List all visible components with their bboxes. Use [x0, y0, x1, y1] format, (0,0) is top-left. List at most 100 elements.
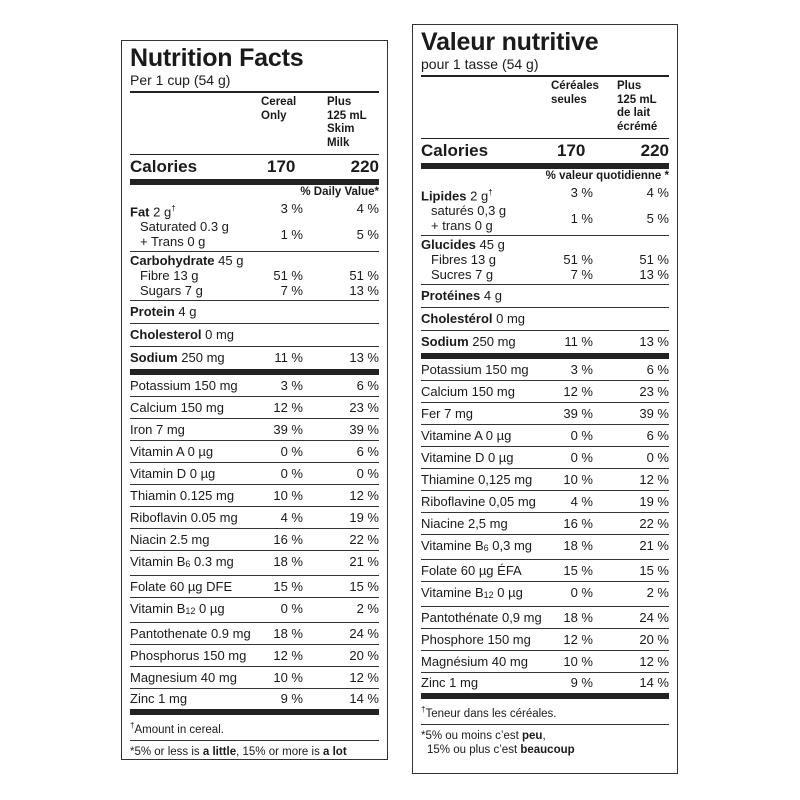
carbohydrate-section: Glucides 45 g Fibres 13 g 51 % 51 % Sucres…: [421, 236, 669, 286]
vitamins-minerals-list: Potassium 150 mg 3 % 6 % Calcium 150 mg 12 %…: [130, 375, 379, 716]
nutrient-label: Zinc 1 mg: [421, 675, 479, 691]
nutrient-label: Phosphore 150 mg: [421, 632, 531, 648]
footnote-amount: †Teneur dans les céréales.: [421, 699, 669, 726]
dv-cereal: 4 %: [280, 510, 303, 526]
dv-cereal: 10 %: [563, 654, 593, 670]
nutrient-label: Potassium 150 mg: [130, 378, 238, 394]
dv-with-milk: 19 %: [349, 510, 379, 526]
calories-row: Calories 170 220: [130, 155, 379, 185]
dv-cereal: 15 %: [563, 563, 593, 579]
cholesterol-row: Cholesterol 0 mg: [130, 324, 379, 348]
calories-row: Calories 170 220: [421, 139, 669, 169]
nutrient-label: Riboflavin 0.05 mg: [130, 510, 238, 526]
vitamin-mineral-row: Fer 7 mg 39 % 39 %: [421, 403, 669, 426]
vitamin-mineral-row: Pantothenate 0.9 mg 18 % 24 %: [130, 623, 379, 646]
dv-cereal: 12 %: [563, 384, 593, 400]
dv-with-milk: 12 %: [639, 654, 669, 670]
dv-cereal: 0 %: [280, 601, 303, 617]
nutrient-label: Niacine 2,5 mg: [421, 516, 508, 532]
fat-section: Fat 2 g† 3 % 4 % Saturated 0.3 g + Trans 0 …: [130, 200, 379, 253]
calories-with-milk: 220: [350, 157, 379, 176]
dv-cereal: 18 %: [563, 538, 593, 554]
dv-cereal: 18 %: [273, 626, 303, 642]
vitamin-mineral-row: Zinc 1 mg 9 % 14 %: [421, 673, 669, 700]
vitamins-minerals-list: Potassium 150 mg 3 % 6 % Calcium 150 mg 12 %…: [421, 359, 669, 700]
nutrient-label: Vitamin B12 0 µg: [130, 601, 225, 617]
nutrient-label: Vitamin B6 0.3 mg: [130, 554, 234, 570]
dv-cereal: 0 %: [570, 428, 593, 444]
dv-cereal: 15 %: [273, 579, 303, 595]
daily-value-header: % Daily Value*: [300, 186, 379, 198]
dv-cereal: 3 %: [570, 362, 593, 378]
nutrient-label: Zinc 1 mg: [130, 691, 188, 707]
nutrient-label: Folate 60 µg ÉFA: [421, 563, 522, 579]
vitamin-mineral-row: Vitamine B6 0,3 mg 18 % 21 %: [421, 535, 669, 561]
nutrient-label: Iron 7 mg: [130, 422, 185, 438]
column-headers: Cereal Only Plus 125 mL Skim Milk: [130, 93, 379, 155]
nutrient-label: Vitamin A 0 µg: [130, 444, 214, 460]
nutrient-label: Magnésium 40 mg: [421, 654, 528, 670]
sodium-row: Sodium 250 mg 11 % 13 %: [130, 347, 379, 376]
carbohydrate-section: Carbohydrate 45 g Fibre 13 g 51 % 51 % Sug…: [130, 252, 379, 302]
calories-cereal: 170: [557, 141, 586, 160]
dv-with-milk: 19 %: [639, 494, 669, 510]
dv-cereal: 39 %: [563, 406, 593, 422]
dv-with-milk: 39 %: [639, 406, 669, 422]
dv-with-milk: 12 %: [639, 472, 669, 488]
nutrient-label: Vitamine D 0 µg: [421, 450, 514, 466]
dv-cereal: 0 %: [570, 585, 593, 601]
vitamin-mineral-row: Thiamine 0,125 mg 10 % 12 %: [421, 469, 669, 492]
dv-with-milk: 6 %: [646, 362, 669, 378]
nutrient-label: Phosphorus 150 mg: [130, 648, 247, 664]
dv-with-milk: 6 %: [356, 378, 379, 394]
dv-cereal: 10 %: [563, 472, 593, 488]
vitamin-mineral-row: Vitamine B12 0 µg 0 % 2 %: [421, 582, 669, 608]
dv-cereal: 0 %: [280, 444, 303, 460]
dv-cereal: 10 %: [273, 488, 303, 504]
nutrient-label: Calcium 150 mg: [130, 400, 224, 416]
vitamin-mineral-row: Vitamine D 0 µg 0 % 0 %: [421, 447, 669, 470]
dv-with-milk: 6 %: [646, 428, 669, 444]
vitamin-mineral-row: Niacin 2.5 mg 16 % 22 %: [130, 529, 379, 552]
dv-cereal: 3 %: [280, 378, 303, 394]
dv-cereal: 18 %: [563, 610, 593, 626]
dv-with-milk: 15 %: [639, 563, 669, 579]
dv-with-milk: 24 %: [349, 626, 379, 642]
nutrient-label: Vitamin D 0 µg: [130, 466, 216, 482]
nutrition-facts-panel-french: Valeur nutritive pour 1 tasse (54 g) Cér…: [412, 24, 678, 774]
dv-with-milk: 23 %: [349, 400, 379, 416]
nutrient-label: Vitamine B12 0 µg: [421, 585, 523, 601]
dv-with-milk: 21 %: [349, 554, 379, 570]
dv-cereal: 9 %: [570, 675, 593, 691]
serving-size: Per 1 cup (54 g): [130, 72, 379, 93]
protein-row: Protéines 4 g: [421, 285, 669, 309]
dv-with-milk: 2 %: [356, 601, 379, 617]
nutrient-label: Calcium 150 mg: [421, 384, 515, 400]
nutrient-label: Fer 7 mg: [421, 406, 474, 422]
nutrient-label: Potassium 150 mg: [421, 362, 529, 378]
vitamin-mineral-row: Vitamin A 0 µg 0 % 6 %: [130, 441, 379, 464]
footnote-daily-value: *5% ou moins c’est peu, 15% ou plus c’es…: [421, 730, 575, 757]
dv-cereal: 12 %: [273, 400, 303, 416]
calories-cereal: 170: [267, 157, 296, 176]
dv-cereal: 12 %: [273, 648, 303, 664]
vitamin-mineral-row: Phosphore 150 mg 12 % 20 %: [421, 629, 669, 652]
dv-cereal: 12 %: [563, 632, 593, 648]
dv-cereal: 18 %: [273, 554, 303, 570]
vitamin-mineral-row: Vitamin D 0 µg 0 % 0 %: [130, 463, 379, 486]
vitamin-mineral-row: Potassium 150 mg 3 % 6 %: [130, 375, 379, 398]
nutrition-facts-panel-english: Nutrition Facts Per 1 cup (54 g) Cereal O…: [121, 40, 388, 760]
dv-cereal: 0 %: [570, 450, 593, 466]
dv-with-milk: 39 %: [349, 422, 379, 438]
footnote-daily-value: *5% or less is a little, 15% or more is …: [130, 746, 347, 759]
dv-with-milk: 15 %: [349, 579, 379, 595]
dv-cereal: 4 %: [570, 494, 593, 510]
vitamin-mineral-row: Folate 60 µg DFE 15 % 15 %: [130, 576, 379, 599]
label-title: Valeur nutritive: [421, 28, 599, 56]
vitamin-mineral-row: Magnésium 40 mg 10 % 12 %: [421, 651, 669, 674]
vitamin-mineral-row: Folate 60 µg ÉFA 15 % 15 %: [421, 560, 669, 583]
vitamin-mineral-row: Riboflavine 0,05 mg 4 % 19 %: [421, 491, 669, 514]
vitamin-mineral-row: Niacine 2,5 mg 16 % 22 %: [421, 513, 669, 536]
dv-with-milk: 2 %: [646, 585, 669, 601]
nutrient-label: Magnesium 40 mg: [130, 670, 237, 686]
